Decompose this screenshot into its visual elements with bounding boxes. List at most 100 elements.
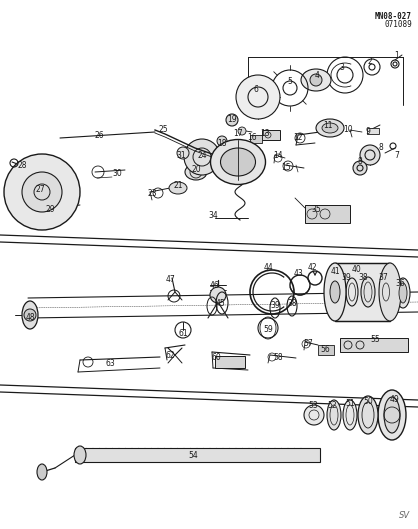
Ellipse shape [379, 263, 401, 321]
Text: 7: 7 [395, 150, 400, 160]
Text: 1: 1 [395, 50, 399, 59]
Text: 25: 25 [158, 125, 168, 134]
Text: 38: 38 [287, 298, 297, 307]
Circle shape [210, 287, 226, 303]
Circle shape [217, 136, 227, 146]
Text: SV: SV [399, 511, 410, 520]
Bar [318, 345, 334, 355]
Text: 44: 44 [263, 263, 273, 272]
Circle shape [177, 147, 189, 159]
Text: 57: 57 [303, 339, 313, 348]
Bar [367, 128, 379, 134]
Text: 5: 5 [288, 78, 293, 87]
Ellipse shape [378, 390, 406, 440]
Text: 63: 63 [105, 359, 115, 368]
Bar [215, 356, 245, 368]
Ellipse shape [346, 278, 358, 306]
Ellipse shape [358, 396, 378, 434]
Text: 8: 8 [379, 143, 383, 152]
Text: 41: 41 [330, 268, 340, 277]
Text: 071089: 071089 [384, 20, 412, 29]
Text: 6: 6 [254, 86, 258, 95]
Circle shape [304, 405, 324, 425]
Bar [75, 448, 320, 462]
Text: 17: 17 [233, 129, 243, 138]
Text: 45: 45 [215, 298, 225, 307]
Text: 10: 10 [343, 125, 353, 134]
Text: 19: 19 [227, 115, 237, 124]
Bar [305, 205, 350, 223]
Bar [250, 135, 262, 143]
Text: 54: 54 [188, 451, 198, 460]
Text: 14: 14 [273, 150, 283, 160]
Text: 11: 11 [323, 121, 333, 130]
Ellipse shape [324, 263, 346, 321]
Text: 58: 58 [273, 353, 283, 362]
Text: 12: 12 [293, 133, 303, 142]
Text: 52: 52 [327, 400, 337, 409]
Text: 27: 27 [35, 186, 45, 195]
Text: 53: 53 [308, 400, 318, 409]
Text: MN08-027: MN08-027 [375, 12, 412, 21]
Text: 60: 60 [211, 353, 221, 362]
Text: 34: 34 [208, 212, 218, 221]
Circle shape [238, 127, 246, 135]
Text: 9: 9 [366, 127, 370, 136]
Circle shape [226, 114, 238, 126]
Text: 39: 39 [341, 272, 351, 281]
Circle shape [4, 154, 80, 230]
Text: 50: 50 [363, 397, 373, 406]
Text: 23: 23 [147, 188, 157, 197]
Circle shape [353, 161, 367, 175]
Ellipse shape [211, 140, 265, 185]
Circle shape [22, 172, 62, 212]
Bar [335, 263, 390, 321]
Ellipse shape [301, 69, 331, 91]
Ellipse shape [343, 400, 357, 430]
Text: 38: 38 [358, 273, 368, 282]
Text: 13: 13 [260, 129, 270, 138]
Text: 47: 47 [165, 276, 175, 285]
Text: 30: 30 [112, 169, 122, 178]
Text: 29: 29 [45, 205, 55, 214]
Ellipse shape [361, 277, 375, 307]
Text: 55: 55 [370, 335, 380, 344]
Text: 49: 49 [390, 396, 400, 405]
Text: 46: 46 [210, 280, 220, 289]
Ellipse shape [380, 278, 392, 306]
Text: 31: 31 [176, 150, 186, 160]
Text: 48: 48 [25, 314, 35, 323]
Text: 21: 21 [173, 180, 183, 189]
Text: 51: 51 [345, 399, 355, 408]
Ellipse shape [396, 278, 410, 308]
Bar [340, 338, 408, 352]
Ellipse shape [327, 400, 341, 430]
Text: 20: 20 [191, 166, 201, 175]
Ellipse shape [316, 119, 344, 137]
Text: 39: 39 [270, 300, 280, 309]
Circle shape [184, 139, 220, 175]
Ellipse shape [221, 148, 255, 176]
Text: 42: 42 [307, 263, 317, 272]
Text: 16: 16 [247, 133, 257, 142]
Text: 15: 15 [281, 162, 291, 171]
Ellipse shape [399, 283, 407, 303]
Text: 36: 36 [395, 278, 405, 287]
Ellipse shape [74, 446, 86, 464]
Text: 62: 62 [165, 351, 175, 360]
Ellipse shape [354, 276, 362, 280]
Ellipse shape [325, 275, 345, 309]
Text: 18: 18 [217, 139, 227, 148]
Bar [262, 130, 280, 140]
Ellipse shape [169, 182, 187, 194]
Ellipse shape [322, 123, 338, 133]
Text: 37: 37 [378, 273, 388, 282]
Circle shape [310, 74, 322, 86]
Text: 24: 24 [197, 150, 207, 160]
Text: 43: 43 [293, 269, 303, 278]
Text: 61: 61 [178, 329, 188, 338]
Circle shape [24, 309, 36, 321]
Text: 35: 35 [311, 205, 321, 214]
Text: 56: 56 [320, 345, 330, 354]
Ellipse shape [330, 281, 340, 303]
